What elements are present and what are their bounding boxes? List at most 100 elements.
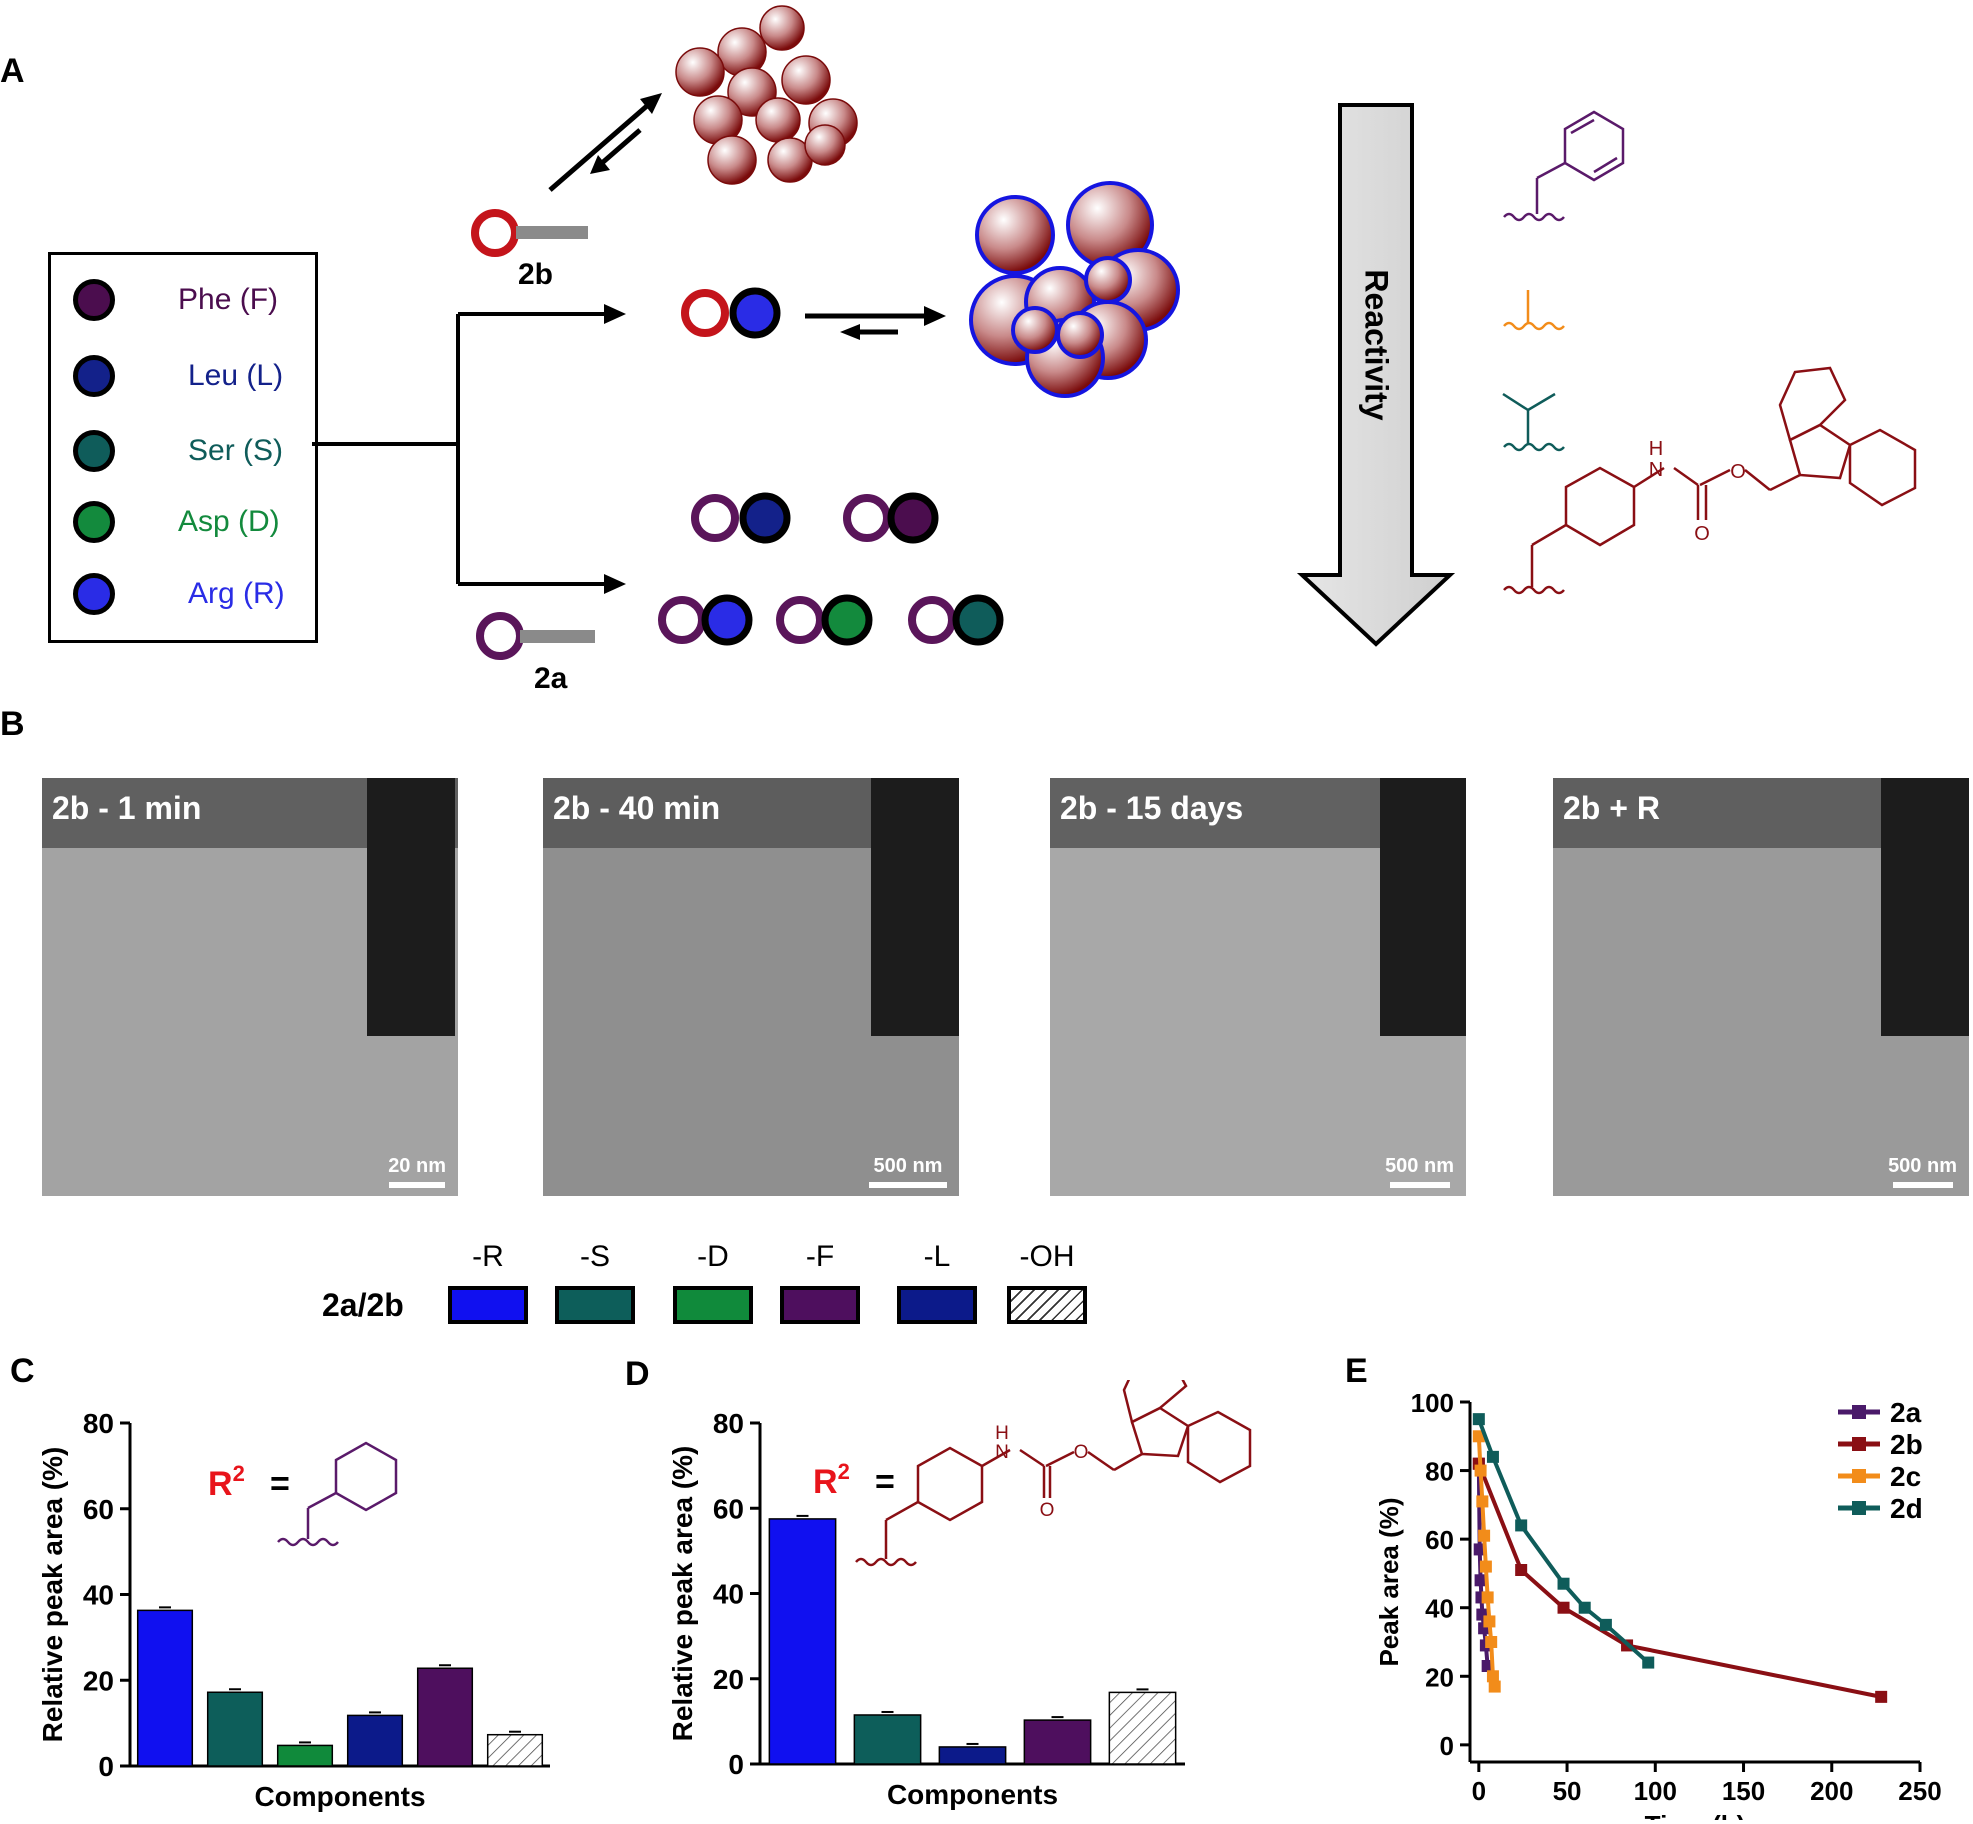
- phe-side-chain: [1503, 110, 1625, 222]
- bar-f: [416, 1667, 474, 1767]
- x-axis-label: Components: [254, 1781, 425, 1812]
- scale-bar: 500 nm: [1385, 1155, 1454, 1188]
- vial-photo: [871, 778, 959, 1036]
- fmoc-side-chain: [1503, 366, 1917, 595]
- atom-label: N: [995, 1442, 1009, 1463]
- ser-dot-icon: [73, 430, 115, 472]
- panel-label-d: D: [625, 1355, 650, 1393]
- r2-equals: =: [875, 1463, 895, 1501]
- svg-text:H: H: [1649, 438, 1663, 460]
- x-axis-label: Time (h): [1645, 1810, 1746, 1820]
- data-point-2c: [1476, 1495, 1489, 1508]
- line-chart-e: 0 20 40 60 80 100 0 50 100 150 200 250 Time (h) Peak …: [1374, 1388, 1942, 1820]
- data-point-2d: [1578, 1601, 1591, 1614]
- r2-equals: =: [270, 1465, 290, 1503]
- data-point-2d: [1557, 1577, 1570, 1590]
- ala-side-chain: [1503, 290, 1565, 331]
- swatch-label: -F: [805, 1240, 835, 1273]
- tem-title: 2b - 1 min: [52, 790, 202, 826]
- swatch-s: [555, 1286, 635, 1324]
- bar-s: [206, 1691, 264, 1767]
- data-point-2d: [1515, 1519, 1528, 1532]
- bar-oh: [1108, 1691, 1177, 1765]
- bar-s: [853, 1714, 922, 1765]
- scale-bar: 20 nm: [388, 1155, 446, 1188]
- y-axis-label: Relative peak area (%): [667, 1446, 698, 1742]
- asp-dot-icon: [73, 501, 115, 543]
- phe-dot-icon: [73, 279, 115, 321]
- tem-title: 2b - 40 min: [553, 790, 721, 826]
- y-tick-label: 60: [713, 1493, 744, 1524]
- y-tick-label: 60: [83, 1494, 114, 1525]
- data-point-2d: [1599, 1618, 1612, 1631]
- bar-l: [346, 1714, 404, 1767]
- y-tick-label: 40: [1425, 1594, 1454, 1624]
- swatch-r: [448, 1286, 528, 1324]
- tem-image-1: 2b - 1 min 20 nm: [42, 778, 458, 1196]
- scale-bar: 500 nm: [1888, 1155, 1957, 1188]
- branch-lines: [312, 312, 610, 586]
- swatch-label: -S: [580, 1240, 610, 1273]
- bar-l: [938, 1746, 1007, 1765]
- label-2b: 2b: [518, 258, 554, 291]
- y-tick-label: 20: [1425, 1662, 1454, 1692]
- data-point-2a: [1473, 1543, 1486, 1556]
- series-line-2c: [1476, 1436, 1497, 1687]
- data-point-2a: [1474, 1574, 1487, 1587]
- tem-image-4: 2b + R 500 nm: [1553, 778, 1969, 1196]
- swatch-l: [897, 1286, 977, 1324]
- y-tick-label: 60: [1425, 1525, 1454, 1555]
- data-point-2c: [1479, 1560, 1492, 1573]
- swatch-d: [673, 1286, 753, 1324]
- scale-bar: 500 nm: [869, 1155, 947, 1188]
- x-tick-label: 100: [1634, 1776, 1677, 1806]
- legend-label-2b: 2b: [1890, 1429, 1923, 1460]
- data-point-2d: [1486, 1450, 1499, 1463]
- fmoc-structure: [855, 1380, 1252, 1567]
- swatch-oh: [1007, 1286, 1087, 1324]
- bar-d: [276, 1744, 334, 1767]
- series-line-2d: [1476, 1418, 1650, 1665]
- legend-label-2c: 2c: [1890, 1461, 1921, 1492]
- y-tick-label: 80: [1425, 1457, 1454, 1487]
- vial-photo: [1380, 778, 1466, 1036]
- panel-label-b: B: [0, 705, 25, 743]
- svg-text:N: N: [1649, 459, 1663, 481]
- svg-text:O: O: [1694, 523, 1710, 545]
- bar-r: [136, 1609, 194, 1767]
- legend-label: Phe (F): [178, 283, 279, 316]
- label-2a: 2a: [534, 662, 568, 695]
- data-point-2b: [1557, 1601, 1570, 1614]
- y-tick-label: 80: [713, 1408, 744, 1439]
- y-axis-label: Relative peak area (%): [37, 1447, 68, 1743]
- sphere-cluster-2b: [675, 5, 858, 185]
- bar-chart-c: 0 20 40 60 80 Components Relative peak area (%…: [37, 1408, 550, 1812]
- legend-label-2d: 2d: [1890, 1493, 1923, 1524]
- atom-label: O: [1040, 1500, 1055, 1521]
- data-point-2b: [1875, 1690, 1888, 1703]
- vial-photo: [367, 778, 455, 1036]
- bar-oh: [486, 1733, 544, 1767]
- data-point-2c: [1486, 1670, 1499, 1683]
- y-axis-label: Peak area (%): [1374, 1497, 1404, 1666]
- data-point-2c: [1474, 1464, 1487, 1477]
- data-point-2c: [1488, 1680, 1501, 1693]
- y-tick-label: 40: [83, 1580, 114, 1611]
- leu-dot-icon: [73, 355, 115, 397]
- legend-label: Ser (S): [188, 434, 284, 467]
- series-line-2b: [1476, 1462, 1882, 1699]
- x-axis-label: Components: [887, 1779, 1058, 1810]
- tem-title: 2b + R: [1563, 790, 1660, 826]
- tem-image-2: 2b - 40 min 500 nm: [543, 778, 959, 1196]
- legend-label: Arg (R): [188, 577, 285, 610]
- atom-label: H: [995, 1423, 1009, 1444]
- data-point-2c: [1483, 1615, 1496, 1628]
- swatch-f: [780, 1286, 860, 1324]
- data-point-2c: [1478, 1529, 1491, 1542]
- data-point-2c: [1472, 1430, 1485, 1443]
- panel-label-e: E: [1345, 1352, 1368, 1390]
- legend-marker-2a: [1852, 1405, 1866, 1419]
- y-tick-label: 0: [1440, 1731, 1454, 1761]
- r2-label: R2: [208, 1461, 245, 1503]
- swatch-row-label: 2a/2b: [322, 1287, 404, 1323]
